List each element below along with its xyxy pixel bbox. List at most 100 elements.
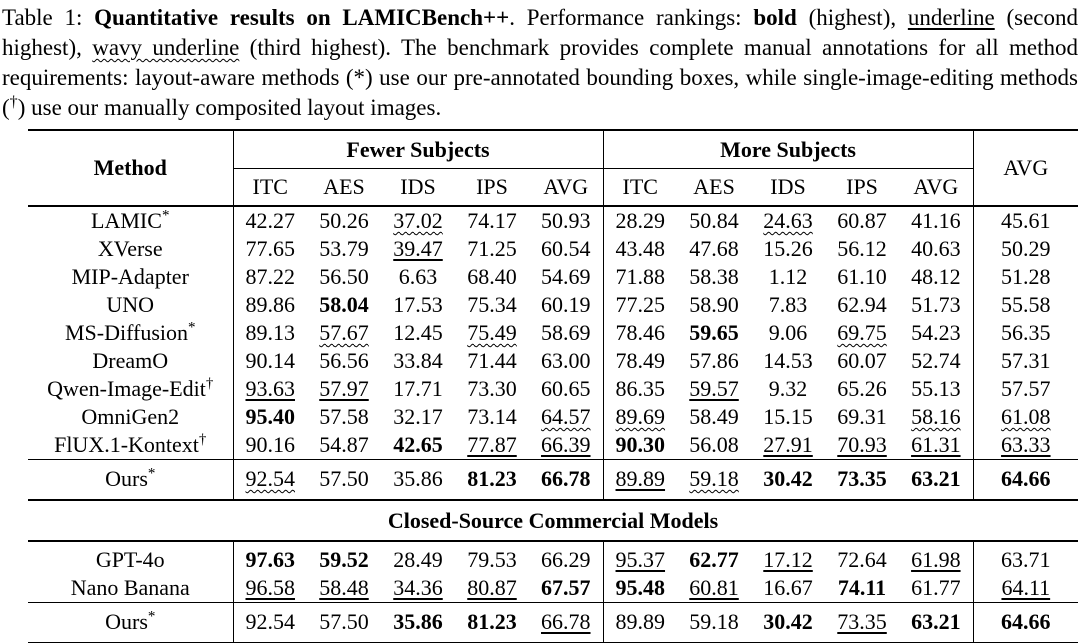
value-cell: 54.87 (307, 431, 381, 460)
metric-value: 73.14 (467, 404, 517, 429)
metric-value: 28.29 (615, 208, 666, 233)
value-cell: 9.32 (751, 375, 825, 403)
header-metric: AES (307, 168, 381, 207)
method-cell: Ours* (28, 602, 233, 643)
value-cell: 73.35 (825, 459, 900, 500)
table-row: Qwen-Image-Edit† 93.63 57.97 17.71 73.30 60.6… (28, 375, 1078, 403)
value-cell: 89.89 (602, 459, 678, 500)
metric-value: 79.53 (467, 547, 517, 572)
value-cell: 92.54 (232, 602, 307, 643)
metric-value: 60.81 (689, 575, 739, 600)
caption-segment: (third highest). The benchmark provides … (2, 35, 1078, 120)
method-cell: FlUX.1-Kontext† (54, 431, 207, 457)
metric-value: 60.19 (541, 292, 591, 317)
metric-value: 78.46 (615, 320, 666, 345)
value-cell: 55.13 (899, 375, 973, 403)
value-cell: 51.73 (899, 291, 973, 319)
metric-value: 60.54 (541, 236, 591, 261)
value-cell: 54.23 (899, 319, 973, 347)
metric-value: 58.38 (689, 264, 739, 289)
value-cell: 81.23 (455, 602, 529, 643)
metric-value: 81.23 (467, 466, 517, 491)
metric-value: 53.79 (319, 236, 369, 261)
metric-value: 56.50 (319, 264, 369, 289)
value-cell: 35.86 (381, 602, 455, 643)
header-metric: IPS (825, 168, 900, 207)
caption-segment: † (9, 93, 18, 111)
metric-value: 6.63 (398, 264, 438, 289)
table-row: GPT-4o 97.63 59.52 28.49 79.53 66.29 95.37 62.7… (28, 541, 1078, 574)
value-cell: 59.65 (677, 319, 751, 347)
value-cell: 77.65 (232, 235, 307, 263)
value-cell: 78.46 (602, 319, 678, 347)
metric-value: 78.49 (615, 348, 666, 373)
value-cell: 95.37 (602, 541, 678, 574)
value-cell: 66.29 (529, 541, 603, 574)
value-cell: 32.17 (381, 403, 455, 431)
method-superscript: † (205, 375, 214, 392)
caption-segment: bold (753, 5, 797, 30)
value-cell: 28.49 (381, 541, 455, 574)
results-table: Method Fewer Subjects More Subjects AVG … (28, 129, 1078, 643)
value-cell: 96.58 (232, 574, 307, 603)
value-cell: 50.93 (529, 206, 603, 235)
metric-value: 39.47 (393, 236, 443, 261)
value-cell: 71.44 (455, 347, 529, 375)
caption-segment: underline (907, 5, 995, 30)
metric-value: 57.50 (319, 609, 369, 634)
method-cell: Qwen-Image-Edit† (47, 375, 214, 401)
metric-value: 73.30 (467, 376, 517, 401)
metric-value: 17.71 (393, 376, 443, 401)
metric-value: 59.18 (689, 466, 739, 491)
value-cell: 89.69 (602, 403, 678, 431)
header-metric: ITC (232, 168, 307, 207)
metric-value: 60.07 (837, 348, 887, 373)
metric-value: 89.89 (615, 466, 666, 491)
metric-value: 74.17 (467, 208, 517, 233)
value-cell: 60.65 (529, 375, 603, 403)
value-cell: 64.66 (972, 602, 1078, 643)
value-cell: 59.18 (677, 459, 752, 500)
header-metric: IPS (455, 168, 529, 207)
method-superscript: * (161, 207, 170, 224)
method-cell: Nano Banana (70, 575, 190, 600)
metric-value: 50.84 (689, 208, 739, 233)
value-cell: 61.31 (899, 431, 973, 460)
table-row: OmniGen2 95.40 57.58 32.17 73.14 64.57 89.69 58… (28, 403, 1078, 431)
metric-value: 57.50 (319, 466, 369, 491)
table-row: XVerse 77.65 53.79 39.47 71.25 60.54 43.48 47.6… (28, 235, 1078, 263)
value-cell: 58.38 (677, 263, 751, 291)
caption-segment: wavy underline (92, 35, 240, 60)
value-cell: 69.31 (825, 403, 899, 431)
value-cell: 87.22 (232, 263, 307, 291)
header-avg: AVG (972, 130, 1078, 207)
value-cell: 56.50 (307, 263, 381, 291)
header-metric: AES (677, 168, 752, 207)
value-cell: 30.42 (751, 602, 826, 643)
metric-value: 59.52 (319, 547, 369, 572)
metric-value: 51.28 (1001, 264, 1051, 289)
value-cell: 59.18 (677, 602, 752, 643)
metric-value: 1.12 (768, 264, 808, 289)
method-cell: OmniGen2 (81, 404, 180, 429)
metric-value: 55.58 (1001, 292, 1051, 317)
value-cell: 15.26 (751, 235, 825, 263)
header-method: Method (28, 130, 233, 207)
metric-value: 61.77 (911, 575, 961, 600)
value-cell: 77.87 (455, 431, 529, 460)
value-cell: 6.63 (381, 263, 455, 291)
value-cell: 56.35 (972, 319, 1078, 347)
caption-segment: Quantitative results on LAMICBench++ (94, 5, 510, 30)
metric-value: 61.10 (837, 264, 887, 289)
metric-value: 72.64 (837, 547, 887, 572)
value-cell: 74.17 (455, 206, 529, 235)
value-cell: 66.39 (529, 431, 603, 460)
value-cell: 50.26 (307, 206, 381, 235)
section-label-row: Closed-Source Commercial Models (28, 499, 1078, 542)
value-cell: 9.06 (751, 319, 825, 347)
value-cell: 57.31 (972, 347, 1078, 375)
metric-value: 57.58 (319, 404, 369, 429)
metric-value: 66.39 (541, 432, 591, 457)
metric-value: 95.37 (615, 547, 666, 572)
value-cell: 17.71 (381, 375, 455, 403)
